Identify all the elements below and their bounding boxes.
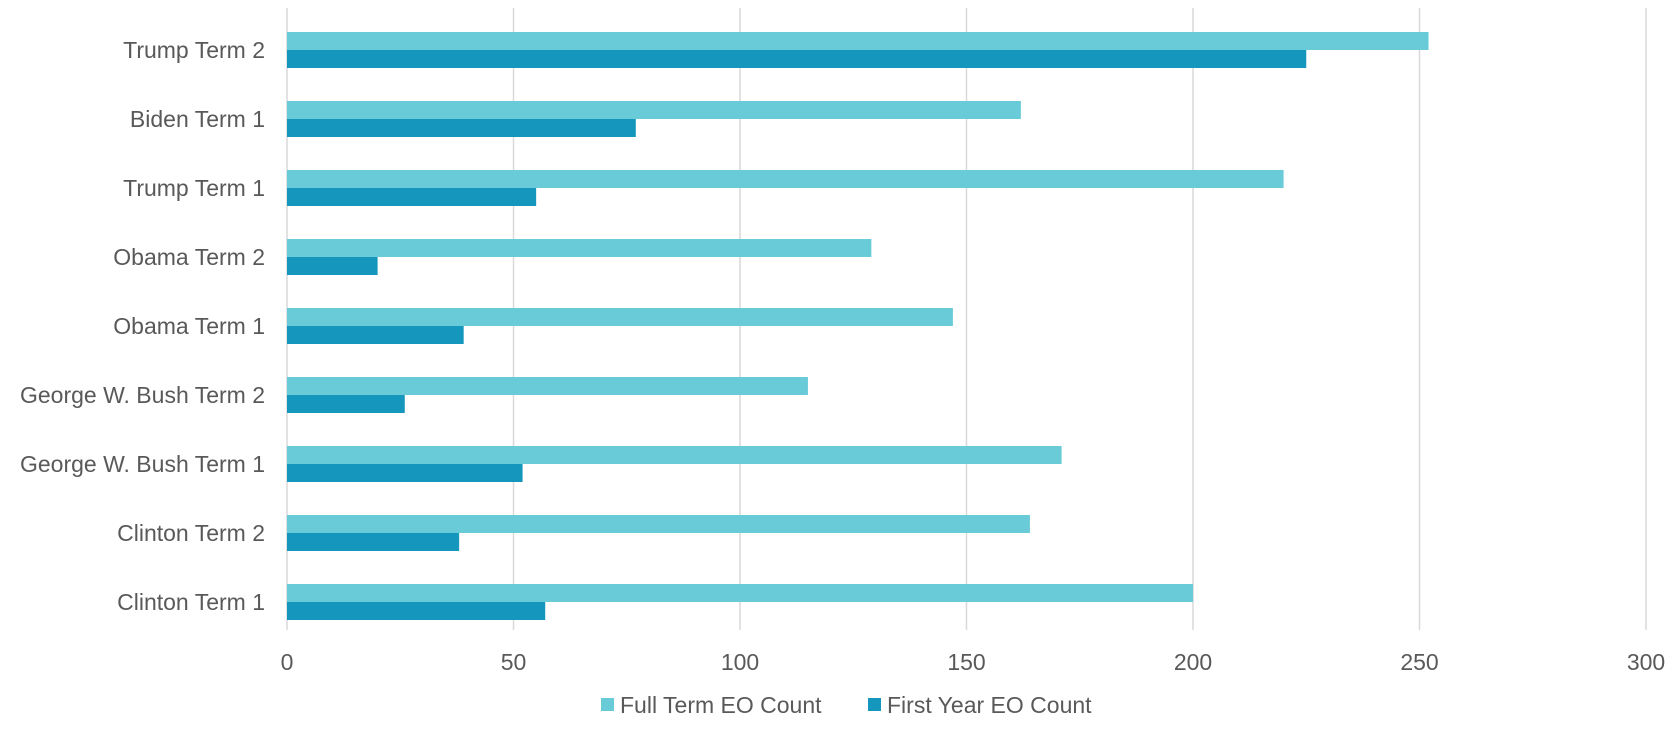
legend-swatch (601, 698, 614, 711)
category-label: George W. Bush Term 1 (20, 451, 265, 477)
bar-full-term (287, 239, 872, 257)
x-axis-tick-labels: 0 50 100 150 200 250 300 (281, 649, 1666, 675)
x-tick-label: 0 (281, 649, 294, 675)
bar-full-term (287, 101, 1021, 119)
bar-full-term (287, 584, 1193, 602)
bar-full-term (287, 377, 808, 395)
bar-first-year (287, 50, 1307, 68)
category-label: George W. Bush Term 2 (20, 382, 265, 408)
x-tick-label: 150 (947, 649, 985, 675)
legend-label: Full Term EO Count (620, 692, 822, 718)
bar-full-term (287, 515, 1030, 533)
category-label: Obama Term 2 (113, 244, 265, 270)
category-label: Trump Term 2 (123, 37, 265, 63)
bar-first-year (287, 188, 537, 206)
bar-first-year (287, 464, 523, 482)
category-label: Biden Term 1 (130, 106, 265, 132)
x-tick-label: 50 (501, 649, 527, 675)
category-label: Trump Term 1 (123, 175, 265, 201)
legend-item: First Year EO Count (868, 692, 1092, 718)
legend-item: Full Term EO Count (601, 692, 822, 718)
x-tick-label: 250 (1400, 649, 1438, 675)
bar-first-year (287, 326, 464, 344)
bar-full-term (287, 170, 1284, 188)
bar-first-year (287, 533, 460, 551)
category-label: Obama Term 1 (113, 313, 265, 339)
bar-first-year (287, 119, 636, 137)
category-label: Clinton Term 2 (117, 520, 265, 546)
bars (287, 32, 1429, 620)
bar-full-term (287, 446, 1062, 464)
x-tick-label: 100 (721, 649, 759, 675)
bar-full-term (287, 308, 953, 326)
category-labels: Trump Term 2 Biden Term 1 Trump Term 1 Obam… (20, 37, 265, 615)
legend: Full Term EO Count First Year EO Count (601, 692, 1092, 718)
legend-label: First Year EO Count (887, 692, 1092, 718)
legend-swatch (868, 698, 881, 711)
bar-first-year (287, 395, 405, 413)
x-tick-label: 200 (1174, 649, 1212, 675)
x-tick-label: 300 (1627, 649, 1665, 675)
bar-first-year (287, 257, 378, 275)
category-label: Clinton Term 1 (117, 589, 265, 615)
bar-full-term (287, 32, 1429, 50)
bar-first-year (287, 602, 546, 620)
